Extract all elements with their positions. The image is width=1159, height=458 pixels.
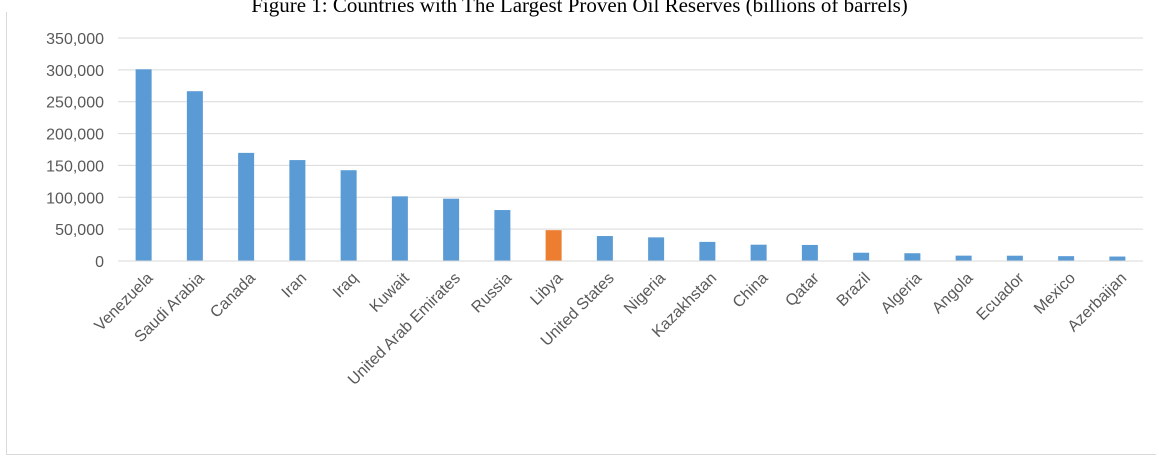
x-tick-label: Libya bbox=[527, 270, 566, 309]
bar bbox=[853, 252, 870, 261]
x-tick-label: Canada bbox=[207, 270, 259, 322]
bar bbox=[289, 160, 306, 261]
x-tick-label: Kuwait bbox=[367, 269, 413, 315]
chart-title: Figure 1: Countries with The Largest Pro… bbox=[251, 0, 908, 17]
bar bbox=[955, 255, 972, 261]
y-tick-label: 150,000 bbox=[46, 158, 104, 175]
bar bbox=[801, 244, 818, 261]
x-tick-label: Ecuador bbox=[974, 269, 1029, 324]
bar bbox=[699, 241, 716, 261]
y-tick-label: 250,000 bbox=[46, 95, 104, 112]
y-axis: 0 50,000 100,000 150,000 200,000 250,000 300,0… bbox=[46, 31, 104, 271]
y-tick-label: 300,000 bbox=[46, 63, 104, 80]
x-tick-label: Algeria bbox=[878, 270, 925, 317]
x-tick-label: Nigeria bbox=[621, 270, 669, 318]
bar bbox=[545, 230, 562, 261]
bar bbox=[135, 69, 152, 261]
bar bbox=[648, 237, 665, 261]
bars bbox=[135, 69, 1126, 261]
bar bbox=[391, 196, 408, 261]
y-tick-label: 100,000 bbox=[46, 190, 104, 207]
x-tick-label: Iraq bbox=[330, 270, 362, 302]
chart-frame bbox=[6, 12, 1156, 455]
y-tick-label: 50,000 bbox=[55, 222, 104, 239]
x-tick-label: Iran bbox=[279, 270, 311, 302]
bar bbox=[1006, 255, 1023, 261]
gridlines bbox=[118, 37, 1143, 262]
y-tick-label: 0 bbox=[95, 254, 104, 271]
bar bbox=[494, 210, 511, 261]
x-tick-label: Angola bbox=[929, 270, 976, 317]
bar bbox=[1058, 256, 1075, 261]
x-tick-label: Russia bbox=[469, 270, 516, 317]
bar bbox=[238, 152, 255, 261]
x-tick-label: Qatar bbox=[782, 269, 823, 310]
bar bbox=[1109, 256, 1126, 261]
bar bbox=[904, 253, 921, 261]
y-tick-label: 200,000 bbox=[46, 127, 104, 144]
bar bbox=[596, 236, 613, 261]
bar bbox=[443, 198, 460, 261]
x-tick-label: China bbox=[730, 270, 772, 312]
y-tick-label: 350,000 bbox=[46, 31, 104, 48]
bar bbox=[340, 170, 357, 261]
x-tick-label: Mexico bbox=[1031, 270, 1079, 318]
bar bbox=[750, 244, 767, 261]
bar bbox=[186, 91, 203, 261]
x-tick-label: Brazil bbox=[834, 270, 874, 310]
